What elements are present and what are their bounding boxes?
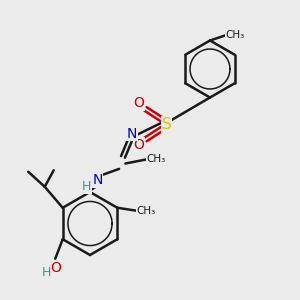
Text: O: O xyxy=(51,261,62,275)
Text: CH₃: CH₃ xyxy=(136,206,155,216)
Text: H: H xyxy=(41,266,51,279)
Text: H: H xyxy=(82,180,91,194)
Text: O: O xyxy=(134,96,144,110)
Text: O: O xyxy=(134,138,144,152)
Text: S: S xyxy=(162,117,171,132)
Text: N: N xyxy=(92,173,103,187)
Text: CH₃: CH₃ xyxy=(226,29,245,40)
Text: N: N xyxy=(127,127,137,140)
Text: CH₃: CH₃ xyxy=(146,154,166,164)
